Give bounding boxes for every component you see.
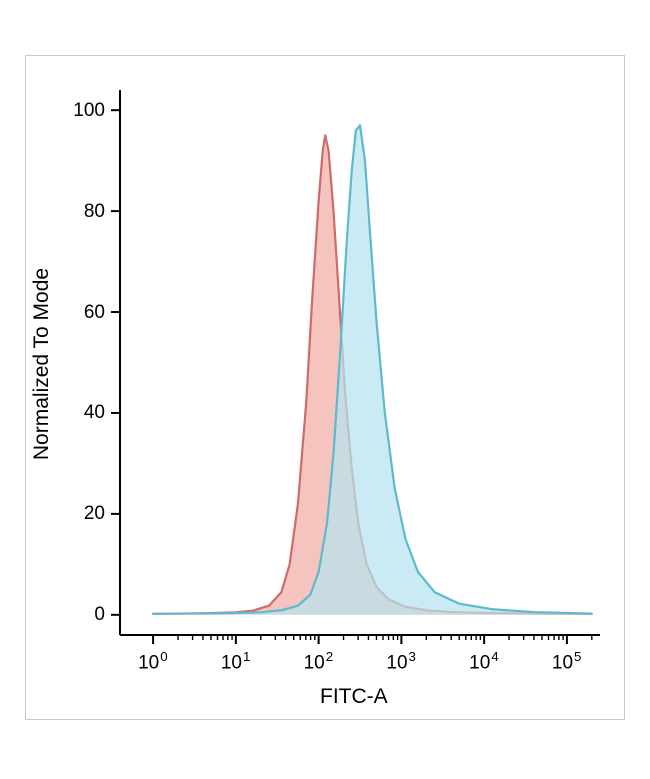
x-tick-label: 100 <box>138 649 168 674</box>
y-tick-label: 0 <box>94 604 105 626</box>
x-axis-label: FITC-A <box>320 685 388 709</box>
series-blue-fill <box>153 125 592 614</box>
y-tick-label: 40 <box>84 402 105 424</box>
y-tick-label: 100 <box>73 100 105 122</box>
plot-svg <box>90 90 630 675</box>
x-tick-label: 102 <box>304 649 334 674</box>
y-tick-label: 60 <box>84 302 105 324</box>
x-tick-label: 101 <box>221 649 251 674</box>
x-tick-label: 104 <box>469 649 499 674</box>
plot-area <box>120 90 600 635</box>
y-tick-label: 80 <box>84 201 105 223</box>
y-axis-label: Normalized To Mode <box>30 244 54 484</box>
y-tick-label: 20 <box>84 503 105 525</box>
x-tick-label: 105 <box>552 649 582 674</box>
x-tick-label: 103 <box>386 649 416 674</box>
